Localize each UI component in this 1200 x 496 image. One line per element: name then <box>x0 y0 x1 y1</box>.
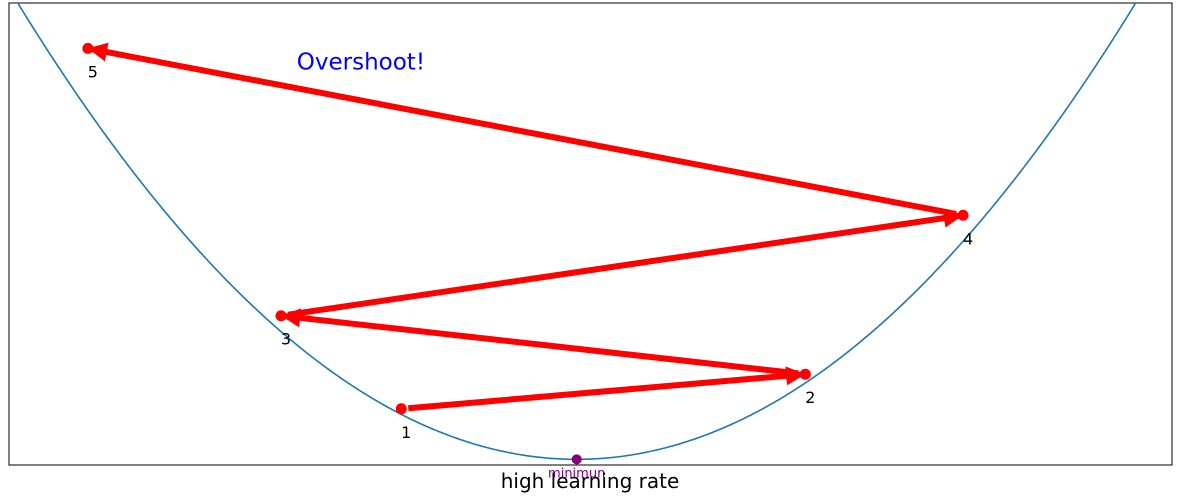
step-point-3 <box>275 310 287 322</box>
step-point-4 <box>957 209 969 221</box>
step-label-5: 5 <box>88 62 98 81</box>
step-arrow-1-to-2 <box>407 366 806 412</box>
step-point-1 <box>395 403 407 415</box>
overshoot-annotation: Overshoot! <box>297 49 425 75</box>
step-arrow-3-to-4 <box>287 208 963 318</box>
x-axis-label: high learning rate <box>501 469 680 493</box>
step-arrow-2-to-3 <box>281 308 799 377</box>
step-label-1: 1 <box>401 423 411 442</box>
minimum-point <box>571 454 582 465</box>
step-point-2 <box>799 368 811 380</box>
step-label-4: 4 <box>963 229 973 248</box>
minimum-label: minimun <box>548 466 605 481</box>
step-label-3: 3 <box>281 330 291 349</box>
step-label-2: 2 <box>805 388 815 407</box>
step-arrow-4-to-5 <box>87 42 957 217</box>
loss-curve <box>16 3 1137 461</box>
step-point-5 <box>82 42 94 54</box>
plot-area <box>8 2 1173 466</box>
